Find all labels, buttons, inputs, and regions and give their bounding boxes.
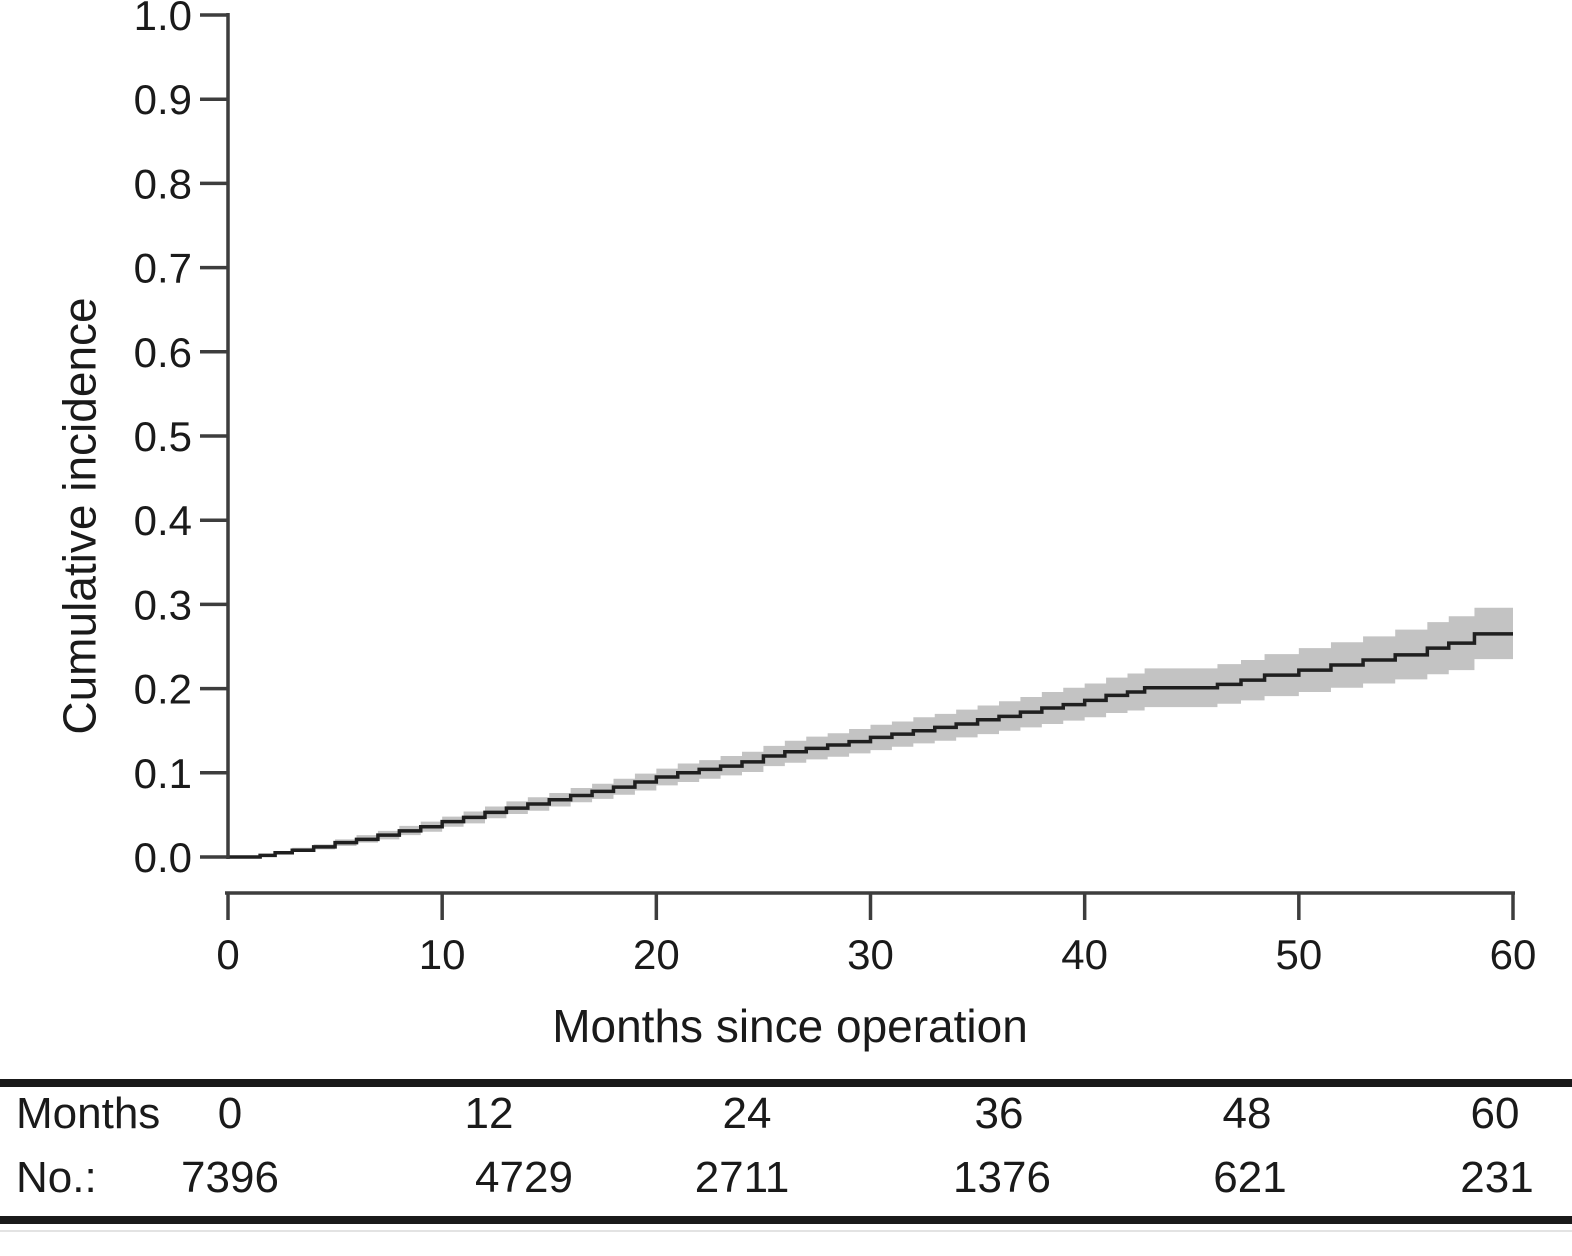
risk-table-month-cell: 24	[722, 1089, 772, 1138]
y-tick-label: 0.6	[134, 329, 192, 376]
risk-table-bottom-rule	[0, 1216, 1572, 1224]
y-tick-label: 0.9	[134, 76, 192, 123]
y-axis-title: Cumulative incidence	[53, 297, 106, 735]
risk-table-month-cell: 60	[1470, 1089, 1520, 1138]
y-tick-label: 0.0	[134, 834, 192, 881]
ci-band-area	[228, 607, 1513, 857]
x-tick-label: 50	[1275, 931, 1322, 978]
risk-table-count-cell: 1376	[953, 1153, 1051, 1202]
x-tick-label: 0	[216, 931, 239, 978]
y-tick-label: 0.4	[134, 497, 192, 544]
risk-table-row2-label: No.:	[16, 1153, 97, 1202]
y-tick-label: 0.8	[134, 160, 192, 207]
y-tick-label: 1.0	[134, 0, 192, 39]
x-tick-label: 30	[847, 931, 894, 978]
x-axis: 0 10 20 30 40 50 60	[216, 891, 1537, 978]
risk-table-count-cell: 621	[1213, 1153, 1287, 1202]
estimate-step-line	[228, 632, 1513, 859]
x-tick-label: 10	[419, 931, 466, 978]
confidence-band	[228, 607, 1513, 857]
risk-table-month-cell: 48	[1222, 1089, 1272, 1138]
risk-table-top-rule	[0, 1079, 1572, 1087]
risk-table-bottom-shadow-rule	[0, 1230, 1572, 1232]
x-tick-label: 40	[1061, 931, 1108, 978]
risk-table-count-cell: 7396	[181, 1153, 279, 1202]
x-axis-title: Months since operation	[552, 1000, 1028, 1052]
y-tick-label: 0.5	[134, 413, 192, 460]
risk-table-month-cell: 0	[217, 1089, 243, 1138]
y-tick-label: 0.1	[134, 750, 192, 797]
x-tick-label: 60	[1490, 931, 1537, 978]
estimate-line-path	[228, 632, 1513, 859]
risk-table-count-cell: 231	[1460, 1153, 1534, 1202]
risk-table-count-cell: 2711	[694, 1153, 790, 1202]
y-tick-label: 0.3	[134, 581, 192, 628]
x-tick-label: 20	[633, 931, 680, 978]
y-axis: 0.0 0.1 0.2 0.3 0.4 0.5 0.6 0.7 0.8 0.9 1.0	[134, 0, 230, 881]
risk-table-count-cell: 4729	[475, 1153, 573, 1202]
y-tick-label: 0.2	[134, 666, 192, 713]
risk-table-month-cell: 12	[464, 1089, 514, 1138]
risk-table-month-cell: 36	[974, 1089, 1024, 1138]
y-tick-label: 0.7	[134, 245, 192, 292]
risk-table-row1-label: Months	[16, 1089, 161, 1138]
